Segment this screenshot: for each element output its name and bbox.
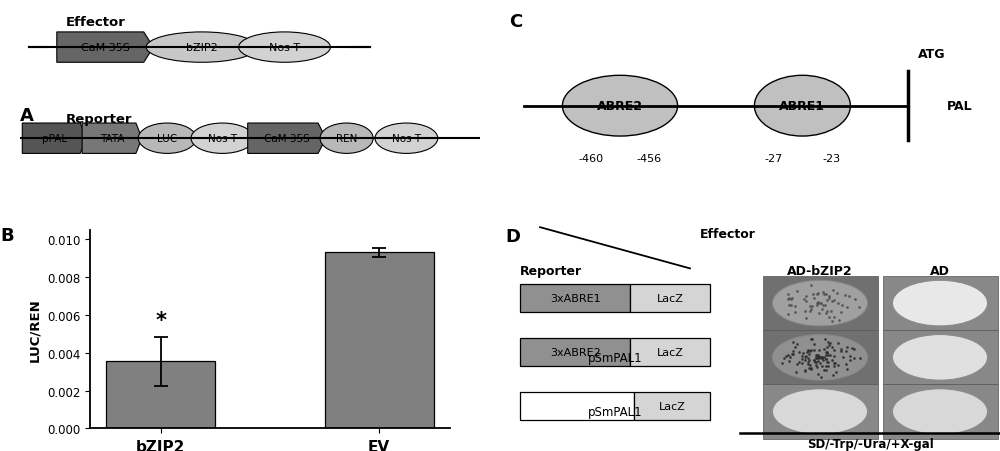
Ellipse shape [239,33,330,63]
Ellipse shape [772,281,868,326]
Text: D: D [505,228,520,246]
FancyBboxPatch shape [883,276,998,331]
Text: REN: REN [336,134,357,144]
Polygon shape [248,124,326,154]
Text: PAL: PAL [946,100,972,113]
Text: Reporter: Reporter [520,264,582,277]
Y-axis label: LUC/REN: LUC/REN [28,297,41,361]
Ellipse shape [191,124,254,154]
Text: -460: -460 [579,154,604,164]
Text: Effector: Effector [700,228,756,241]
Ellipse shape [754,76,850,137]
Text: ABRE1: ABRE1 [779,100,825,113]
Text: B: B [0,226,14,244]
Text: LacZ: LacZ [659,401,685,411]
Text: pSmPAL1: pSmPAL1 [588,351,642,364]
Ellipse shape [146,33,257,63]
Ellipse shape [562,76,678,137]
Text: bZIP2: bZIP2 [186,43,218,53]
Bar [325,253,434,428]
Text: CaM 35S: CaM 35S [81,43,130,53]
Text: ATG: ATG [918,48,945,61]
Ellipse shape [138,124,196,154]
Text: 3xABRE2: 3xABRE2 [550,347,600,357]
Text: AD-bZIP2: AD-bZIP2 [787,264,853,277]
Text: C: C [510,14,523,31]
Ellipse shape [320,124,373,154]
FancyBboxPatch shape [520,338,630,366]
Polygon shape [22,124,87,154]
Text: TATA: TATA [100,134,124,144]
Polygon shape [82,124,142,154]
Text: -27: -27 [764,154,783,164]
Ellipse shape [893,281,988,326]
Text: Nos T: Nos T [208,134,237,144]
FancyBboxPatch shape [520,392,634,420]
Text: -456: -456 [636,154,661,164]
FancyBboxPatch shape [634,392,710,420]
FancyBboxPatch shape [763,331,878,385]
Text: Nos T: Nos T [269,43,300,53]
Text: CaM 35S: CaM 35S [264,134,310,144]
Text: pPAL: pPAL [42,134,67,144]
FancyBboxPatch shape [630,338,710,366]
FancyBboxPatch shape [883,331,998,385]
Text: 3xABRE1: 3xABRE1 [550,293,600,303]
FancyBboxPatch shape [763,276,878,331]
Text: *: * [155,310,166,330]
Text: LacZ: LacZ [657,347,684,357]
Text: Nos T: Nos T [392,134,421,144]
FancyBboxPatch shape [763,385,878,439]
Bar [106,361,215,428]
Text: ABRE2: ABRE2 [597,100,643,113]
Text: LUC: LUC [157,134,177,144]
Text: pSmPAL1: pSmPAL1 [588,405,642,418]
Text: A: A [20,106,34,124]
Ellipse shape [772,335,868,380]
Text: AD: AD [930,264,950,277]
Ellipse shape [893,335,988,380]
Ellipse shape [375,124,438,154]
Text: LacZ: LacZ [657,293,684,303]
Text: Reporter: Reporter [66,113,132,126]
Text: SD/-Trp/-Ura/+X-gal: SD/-Trp/-Ura/+X-gal [807,437,933,450]
FancyBboxPatch shape [520,284,630,312]
Text: -23: -23 [822,154,840,164]
Polygon shape [57,33,153,63]
FancyBboxPatch shape [883,385,998,439]
Ellipse shape [893,389,988,434]
Text: Effector: Effector [66,15,126,28]
Ellipse shape [772,389,868,434]
FancyBboxPatch shape [630,284,710,312]
